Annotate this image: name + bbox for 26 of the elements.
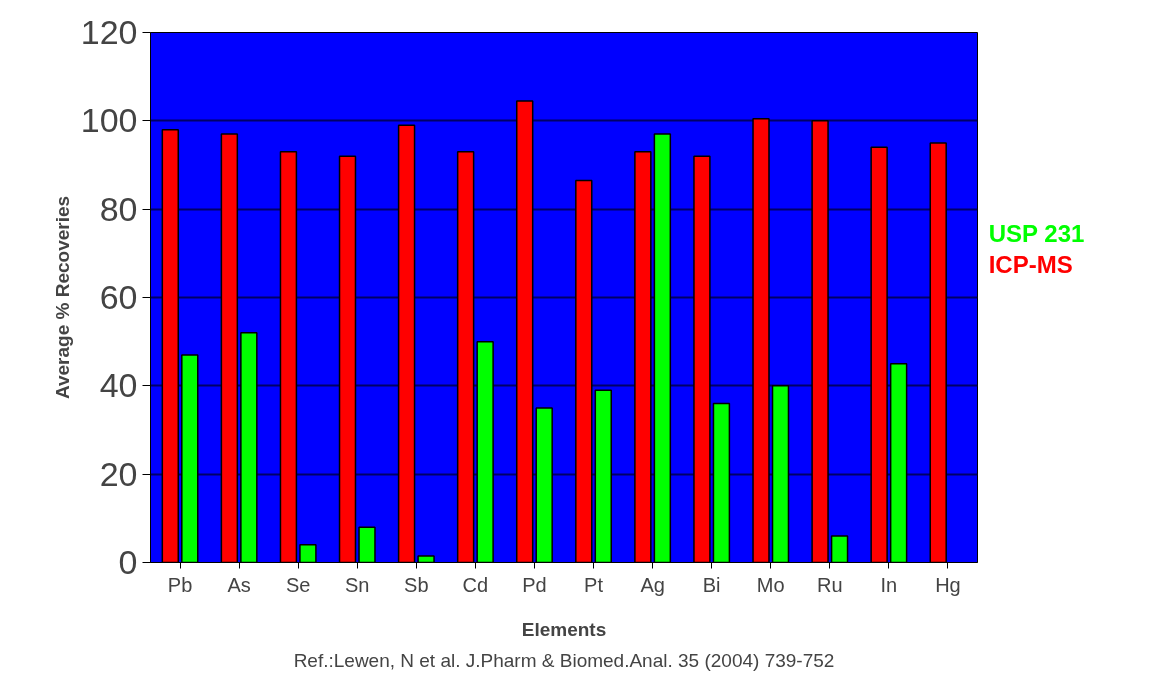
y-tick-label: 20 bbox=[99, 454, 138, 493]
x-tick-label: Se bbox=[285, 573, 311, 596]
x-tick-label: Ru bbox=[817, 573, 843, 596]
x-tick-label: As bbox=[227, 573, 251, 596]
text: Ref.:Lewen, N et al. J.Pharm & Biomed.Anal. 35 (2004) 739-752 bbox=[293, 649, 835, 671]
y-tick-label: 80 bbox=[99, 189, 138, 228]
y-tick-label: 60 bbox=[99, 278, 138, 316]
y-tick-label: 120 bbox=[80, 13, 138, 51]
y-axis-title: Average % Recoveries bbox=[51, 195, 73, 400]
x-tick-label: Pd bbox=[522, 573, 547, 596]
series-label: ICP-MS bbox=[988, 251, 1073, 279]
x-tick-label: Pb bbox=[167, 573, 193, 596]
y-tick-label: 0 bbox=[118, 543, 138, 581]
x-tick-label: Pt bbox=[584, 573, 604, 596]
x-tick-label: Sn bbox=[345, 573, 370, 596]
x-tick-label: In bbox=[880, 573, 898, 596]
y-tick-label: 100 bbox=[80, 101, 138, 140]
x-tick-label: Sb bbox=[404, 573, 429, 596]
x-tick-label: Mo bbox=[756, 573, 785, 596]
x-axis-title: Elements bbox=[521, 618, 607, 640]
x-tick-label: Hg bbox=[935, 573, 961, 596]
text: USP 231 bbox=[988, 220, 1085, 248]
x-tick-label: Bi bbox=[702, 573, 721, 596]
x-tick-label: Ag bbox=[640, 573, 665, 596]
y-tick-label: 40 bbox=[99, 366, 138, 405]
x-tick-label: Cd bbox=[462, 573, 489, 596]
